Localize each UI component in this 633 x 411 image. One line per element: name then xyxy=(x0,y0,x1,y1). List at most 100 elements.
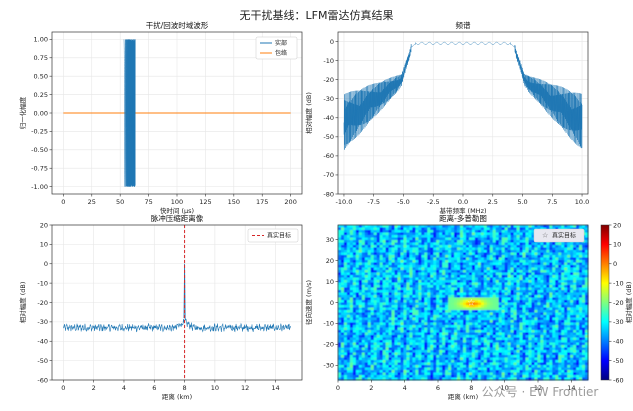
heatmap-cell xyxy=(525,240,529,243)
heatmap-cell xyxy=(495,232,500,236)
heatmap-cell xyxy=(460,277,464,281)
heatmap-cell xyxy=(442,355,446,358)
heatmap-cell xyxy=(388,312,392,316)
heatmap-cell xyxy=(528,342,532,346)
heatmap-cell xyxy=(385,350,389,353)
heatmap-cell xyxy=(483,262,488,266)
heatmap-cell xyxy=(406,365,410,368)
heatmap-cell xyxy=(579,365,583,368)
heatmap-cell xyxy=(346,282,351,286)
heatmap-cell xyxy=(388,340,392,343)
heatmap-cell xyxy=(394,315,398,318)
heatmap-cell xyxy=(483,347,488,351)
heatmap-cell xyxy=(495,310,500,313)
heatmap-cell xyxy=(388,317,392,321)
heatmap-cell xyxy=(477,245,482,248)
heatmap-cell xyxy=(543,270,547,273)
heatmap-cell xyxy=(486,302,491,306)
heatmap-cell xyxy=(379,292,384,296)
heatmap-cell xyxy=(519,310,523,313)
heatmap-cell xyxy=(364,285,369,288)
heatmap-cell xyxy=(349,285,354,288)
heatmap-cell xyxy=(507,320,512,323)
heatmap-cell xyxy=(477,365,482,368)
heatmap-cell xyxy=(442,295,446,298)
heatmap-cell xyxy=(489,295,494,298)
heatmap-cell xyxy=(340,305,345,308)
heatmap-cell xyxy=(489,362,494,366)
heatmap-cell xyxy=(457,227,461,231)
heatmap-cell xyxy=(406,320,410,323)
heatmap-cell xyxy=(370,270,375,273)
heatmap-cell xyxy=(579,310,583,313)
heatmap-cell xyxy=(531,255,535,258)
heatmap-cell xyxy=(579,252,583,256)
heatmap-cell xyxy=(409,227,413,231)
x-tick-label: 5.0 xyxy=(517,198,527,206)
heatmap-cell xyxy=(367,335,372,338)
heatmap-cell xyxy=(582,362,586,366)
heatmap-cell xyxy=(349,315,354,318)
heatmap-cell xyxy=(570,305,574,308)
heatmap-cell xyxy=(343,285,348,288)
heatmap-cell xyxy=(338,282,342,286)
heatmap-cell xyxy=(355,272,360,276)
heatmap-cell xyxy=(436,365,440,368)
heatmap-cell xyxy=(424,225,428,228)
heatmap-cell xyxy=(489,347,494,351)
heatmap-cell xyxy=(585,300,589,303)
heatmap-cell xyxy=(537,337,541,341)
heatmap-cell xyxy=(525,357,529,361)
heatmap-cell xyxy=(495,252,500,256)
heatmap-cell xyxy=(382,347,387,351)
heatmap-cell xyxy=(397,247,401,251)
heatmap-cell xyxy=(442,365,446,368)
heatmap-cell xyxy=(543,272,547,276)
heatmap-cell xyxy=(585,305,589,308)
heatmap-cell xyxy=(465,357,470,361)
heatmap-cell xyxy=(415,332,419,336)
heatmap-cell xyxy=(525,332,529,336)
heatmap-cell xyxy=(355,267,360,271)
heatmap-cell xyxy=(576,242,580,246)
heatmap-cell xyxy=(531,270,535,273)
heatmap-cell xyxy=(343,277,348,281)
heatmap-cell xyxy=(513,277,517,281)
heatmap-cell xyxy=(451,355,455,358)
heatmap-cell xyxy=(528,230,532,233)
heatmap-cell xyxy=(415,230,419,233)
heatmap-cell xyxy=(367,237,372,241)
heatmap-cell xyxy=(367,360,372,363)
heatmap-cell xyxy=(489,337,494,341)
heatmap-cell xyxy=(406,270,410,273)
heatmap-cell xyxy=(501,335,506,338)
heatmap-cell xyxy=(430,295,434,298)
heatmap-cell xyxy=(388,240,392,243)
heatmap-cell xyxy=(483,345,488,348)
heatmap-cell xyxy=(403,225,407,228)
heatmap-cell xyxy=(492,320,497,323)
heatmap-cell xyxy=(498,327,503,331)
heatmap-cell xyxy=(364,345,369,348)
heatmap-cell xyxy=(507,360,512,363)
heatmap-cell xyxy=(510,335,514,338)
x-tick-label: 14 xyxy=(271,384,279,392)
heatmap-cell xyxy=(522,295,526,298)
heatmap-cell xyxy=(516,350,520,353)
heatmap-cell xyxy=(346,245,351,248)
heatmap-cell xyxy=(477,250,482,253)
heatmap-cell xyxy=(558,257,562,261)
heatmap-cell xyxy=(507,315,512,318)
heatmap-cell xyxy=(492,255,497,258)
heatmap-cell xyxy=(346,367,351,371)
heatmap-cell xyxy=(585,350,589,353)
heatmap-cell xyxy=(346,307,351,311)
heatmap-cell xyxy=(525,297,529,301)
heatmap-cell xyxy=(483,305,488,308)
heatmap-cell xyxy=(519,227,523,231)
heatmap-cell xyxy=(463,245,467,248)
heatmap-cell xyxy=(352,342,357,346)
heatmap-cell xyxy=(507,312,512,316)
heatmap-cell xyxy=(546,345,550,348)
heatmap-cell xyxy=(504,237,509,241)
